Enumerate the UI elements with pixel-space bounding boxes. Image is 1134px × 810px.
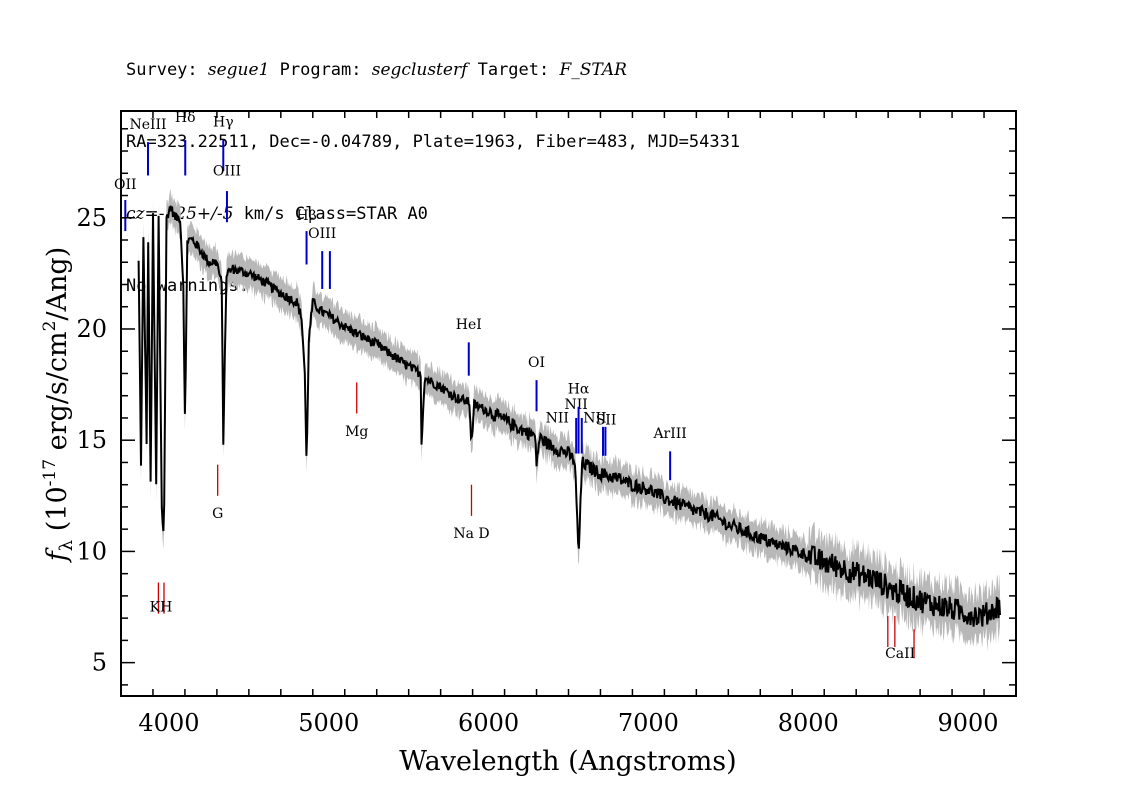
spectrum-line — [137, 205, 1001, 627]
line-label-oii: OII — [114, 177, 137, 193]
x-axis-label: Wavelength (Angstroms) — [399, 746, 736, 777]
x-tick-label: 9000 — [938, 709, 999, 737]
survey-value: segue1 — [207, 60, 270, 80]
spectrum-layer — [137, 205, 1001, 627]
spectral-lines-layer: NeIII Hδ HγOIIIOIIHβOIIIHeIOINIIHαArIIIMgG… — [114, 110, 915, 662]
y-tick-label: 15 — [76, 426, 107, 454]
x-tick-label: 8000 — [778, 709, 839, 737]
y-tick-label: 5 — [92, 649, 107, 677]
line-label-hγ: Hγ — [213, 115, 234, 131]
target-value: F_STAR — [559, 60, 627, 80]
y-tick-label: 20 — [76, 315, 107, 343]
spectrum-header: Survey: segue1 Program: segclusterf Targ… — [126, 10, 740, 322]
line-label-nii: NII — [583, 410, 606, 426]
line-label-hδ: Hδ — [175, 110, 196, 126]
line-label-oiii: OIII — [308, 226, 336, 242]
line-label-sii: SII — [596, 413, 617, 429]
error-band-layer — [138, 188, 1001, 652]
line-label-caii: CaII — [885, 646, 915, 662]
line-label-oiii: OIII — [213, 164, 241, 180]
y-axis-label: fλ (10-17 erg/s/cm2/Ang) — [40, 247, 77, 563]
line-label-mg: Mg — [345, 424, 368, 440]
line-label-oi: OI — [528, 355, 545, 371]
line-label-neiii: NeIII — [129, 117, 166, 133]
line-label-ariii: ArIII — [652, 426, 686, 442]
class-value: km/s Class=STAR A0 — [233, 204, 428, 224]
axis-ticks-layer: 4000 5000 6000 7000 8000 9000 5 10 15 20 25 — [76, 111, 1017, 737]
x-tick-label: 6000 — [458, 709, 519, 737]
y-tick-label: 25 — [76, 204, 107, 232]
line-label-nii: NII — [546, 410, 569, 426]
program-value: segclusterf — [371, 60, 468, 80]
x-tick-label: 5000 — [298, 709, 359, 737]
line-label-kh: KH — [150, 599, 173, 615]
line-label-nii: NII — [565, 397, 588, 413]
header-line-survey: Survey: segue1 Program: segclusterf Targ… — [126, 58, 740, 82]
x-tick-label: 4000 — [138, 709, 199, 737]
header-line-coordinates: RA=323.22511, Dec=-0.04789, Plate=1963, … — [126, 132, 741, 152]
line-label-g: G — [212, 506, 223, 522]
y-tick-label: 10 — [76, 537, 107, 565]
line-label-hei: HeI — [456, 317, 482, 333]
line-label-na-d: Na D — [453, 526, 489, 542]
line-label-hβ: Hβ — [296, 208, 316, 224]
program-label: Program: — [269, 60, 372, 80]
survey-label: Survey: — [126, 60, 208, 80]
line-label-hα: Hα — [568, 381, 590, 397]
x-tick-label: 7000 — [618, 709, 679, 737]
target-label: Target: — [467, 60, 560, 80]
error-band — [138, 188, 1001, 652]
